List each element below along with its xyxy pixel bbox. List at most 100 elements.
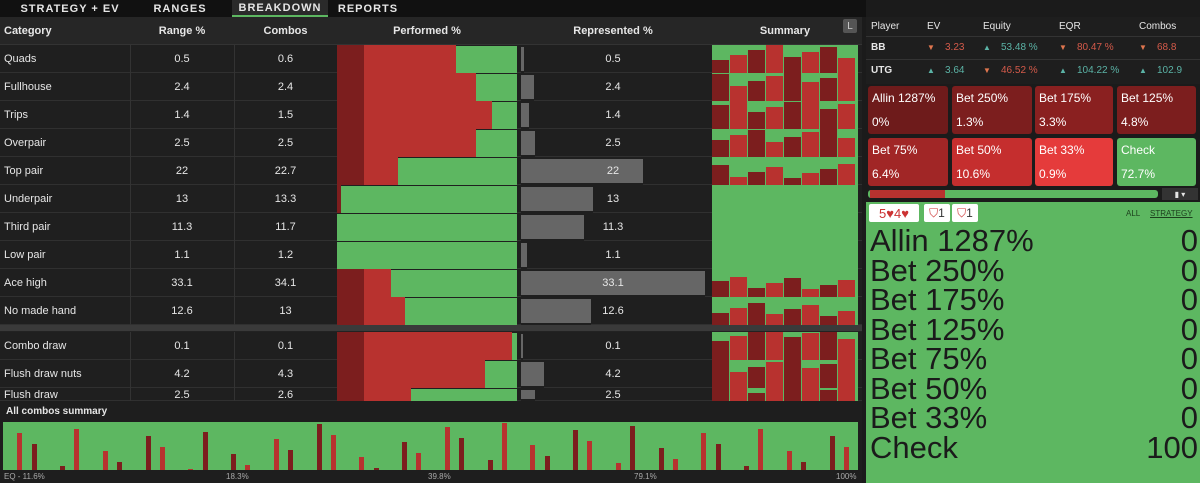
summary-texture	[802, 289, 819, 297]
summary-texture	[802, 101, 819, 129]
summary-texture	[784, 73, 801, 101]
represented-bar	[521, 332, 523, 360]
tab[interactable]: REPORTS	[337, 2, 399, 15]
action-frequency: 72.7%	[1121, 167, 1156, 181]
cell-divider	[234, 241, 235, 269]
category-cell: Underpair	[4, 193, 53, 205]
represented-bar	[521, 45, 524, 73]
summary-texture	[730, 85, 747, 101]
corner-button[interactable]: L	[843, 19, 857, 33]
summary-texture	[758, 429, 764, 470]
combos-cell: 1.2	[277, 249, 294, 261]
action-tile[interactable]: Allin 1287% 0%	[868, 86, 948, 134]
cell-divider	[130, 157, 131, 185]
range-cell: 0.1	[174, 340, 190, 352]
tab[interactable]: RANGES	[153, 2, 207, 15]
filter-link[interactable]: STRATEGY	[1150, 208, 1193, 218]
action-tile[interactable]: Bet 250% 1.3%	[952, 86, 1032, 134]
performed-check-bar	[391, 269, 517, 297]
column-header[interactable]: Represented %	[573, 25, 653, 37]
tab-bar	[0, 0, 866, 17]
category-cell: Ace high	[4, 277, 47, 289]
summary-texture	[573, 430, 578, 470]
summary-texture	[748, 130, 765, 157]
action-tile[interactable]: Bet 50% 10.6%	[952, 138, 1032, 186]
badge-count: 1	[966, 206, 973, 220]
combos-cell: 2.5	[277, 137, 294, 149]
represented-label: 0.1	[605, 340, 621, 352]
summary-texture	[231, 454, 236, 470]
cell-divider	[234, 45, 235, 73]
hand-action-name: Bet 33%	[870, 400, 988, 435]
cell-divider	[234, 73, 235, 101]
represented-label: 33.1	[602, 277, 624, 289]
hand-action-value: 0	[1180, 400, 1198, 435]
summary-texture	[730, 55, 747, 73]
combos-cell: 11.7	[275, 221, 296, 233]
combos-cell: 34.1	[274, 277, 297, 289]
summary-mini	[712, 213, 858, 241]
player-stat: 3.64	[945, 64, 965, 76]
scroll-controls: ▮ ▾	[1162, 188, 1198, 200]
trend-arrow: ▼	[927, 42, 935, 52]
summary-texture	[820, 129, 837, 157]
action-name: Bet 175%	[1039, 91, 1092, 105]
filter-link[interactable]: ALL	[1126, 208, 1141, 218]
range-cell: 1.4	[174, 109, 190, 121]
summary-texture	[843, 447, 849, 470]
column-header[interactable]: Performed %	[393, 25, 461, 37]
summary-texture	[615, 463, 621, 470]
player-stat: 104.22 %	[1077, 64, 1120, 76]
represented-label: 22	[606, 165, 620, 177]
column-header[interactable]: Combos	[263, 25, 308, 37]
summary-texture	[766, 45, 783, 73]
action-tile[interactable]: Bet 75% 6.4%	[868, 138, 948, 186]
summary-texture	[838, 58, 855, 73]
tab[interactable]: STRATEGY + EV	[20, 2, 120, 15]
summary-texture	[784, 178, 801, 185]
summary-mini	[712, 297, 858, 325]
summary-texture	[630, 426, 635, 470]
column-header[interactable]: Range %	[158, 25, 206, 37]
summary-texture	[802, 132, 819, 157]
represented-bar	[521, 241, 528, 269]
summary-mini	[712, 332, 858, 360]
summary-mini	[712, 360, 858, 388]
summary-texture	[712, 281, 729, 297]
cell-divider	[130, 360, 131, 388]
column-header[interactable]: Category	[4, 25, 52, 37]
summary-texture	[712, 312, 729, 325]
performed-dark	[337, 157, 364, 185]
category-cell: Overpair	[4, 137, 47, 149]
summary-texture	[838, 360, 855, 388]
action-name: Allin 1287%	[872, 91, 936, 105]
action-frequency: 10.6%	[956, 167, 991, 181]
hand-action-value: 0	[1180, 282, 1198, 317]
category-cell: Flush draw nuts	[4, 368, 82, 380]
summary-texture	[316, 424, 322, 470]
action-tile[interactable]: Bet 125% 4.8%	[1117, 86, 1196, 134]
summary-texture	[712, 165, 729, 185]
action-tile[interactable]: Bet 33% 0.9%	[1035, 138, 1113, 186]
performed-red	[337, 332, 517, 360]
summary-texture	[820, 47, 837, 73]
summary-texture	[202, 432, 208, 470]
summary-texture	[748, 287, 765, 297]
hand-action-name: Allin 1287%	[870, 223, 1034, 258]
cell-divider	[234, 101, 235, 129]
summary-bar	[3, 422, 858, 470]
range-cell: 13	[175, 193, 189, 205]
summary-texture	[838, 103, 855, 129]
summary-texture	[838, 138, 855, 157]
summary-texture	[712, 59, 729, 73]
performed-red	[337, 101, 517, 129]
range-cell: 11.3	[171, 221, 193, 233]
column-header[interactable]: Summary	[759, 25, 811, 37]
action-tile[interactable]: Bet 175% 3.3%	[1035, 86, 1113, 134]
action-tile[interactable]: Check 72.7%	[1117, 138, 1196, 186]
summary-texture	[273, 439, 279, 470]
trend-arrow: ▲	[927, 65, 935, 75]
tab[interactable]: BREAKDOWN	[232, 0, 328, 17]
hand-action-value: 0	[1180, 252, 1198, 288]
